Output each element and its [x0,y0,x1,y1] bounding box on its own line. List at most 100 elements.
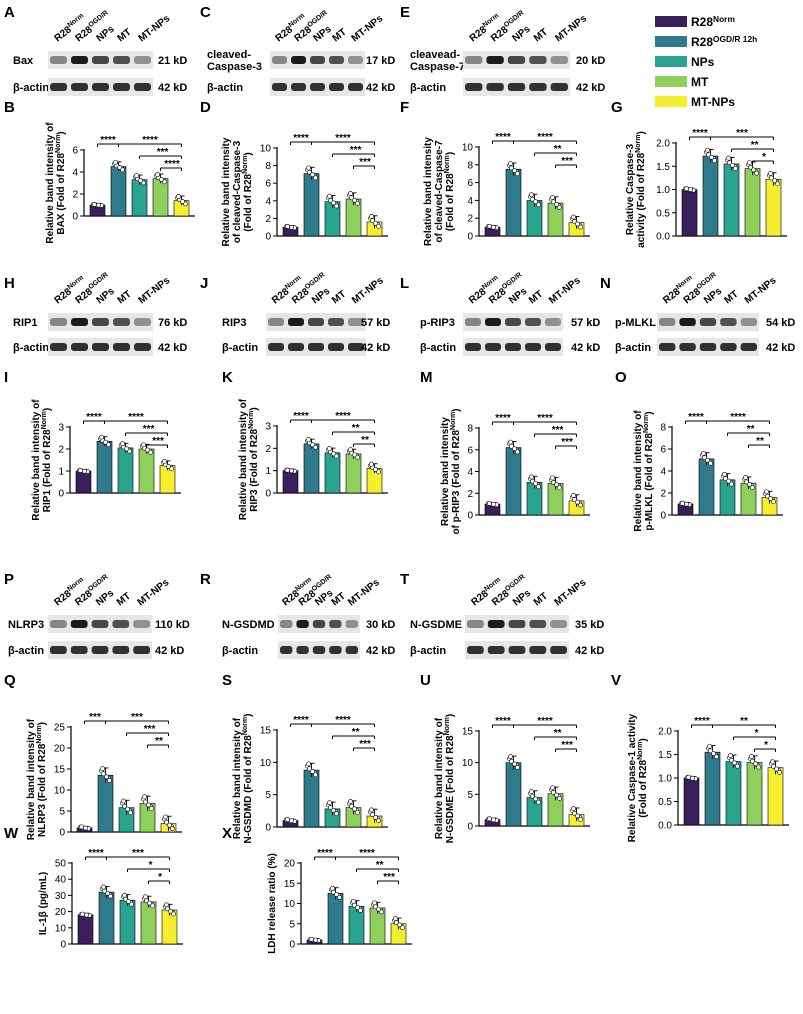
blot-row-label: RIP3 [222,317,246,329]
data-point [138,178,143,184]
data-point [373,220,378,226]
y-tick-label: 0 [58,489,64,500]
legend-layer: R28Norm R28OGD/R 12h NPs MT MT-NPs [655,14,757,109]
significance-bracket: **** [706,412,770,424]
blot-band [272,56,287,64]
blot-row-label: p-MLKL [615,317,656,329]
lane-label: NPs [507,285,529,306]
y-tick-label: 2 [265,214,271,225]
y-tick-label: 3 [265,422,271,433]
y-tick-label: 3 [58,423,64,434]
data-point [690,775,695,781]
blot-band [71,56,88,64]
data-point [124,446,129,452]
chart-panel-q: Q 0 5 10 15 20 25 Relative band intensity of NLR… [4,672,182,840]
significance-bracket: ** [353,435,375,447]
significance-bracket: *** [146,436,168,448]
blot-band [50,318,67,326]
data-point [571,214,576,220]
significance-label: ** [352,727,360,738]
significance-label: ** [751,140,759,151]
blot-band [699,343,717,351]
blot-row-label: β-actin [8,645,44,657]
lane-label: MT [115,591,133,609]
legend-label: R28OGD/R 12h [691,34,757,49]
data-point [334,811,339,817]
bar [97,774,114,833]
data-point [572,810,577,816]
y-tick-label: 4 [467,196,473,207]
bar [725,761,742,826]
significance-bracket: ** [731,140,774,152]
y-tick-label: 0 [265,489,271,500]
blot-band [50,56,67,64]
y-axis-label: IL-1β (pg/mL) [38,872,49,935]
kd-label: 42 kD [766,342,795,354]
y-tick-label: 6 [265,179,271,190]
bar [282,470,299,494]
data-point [533,481,538,486]
data-point [686,774,691,780]
bar [110,166,127,217]
data-point [149,806,154,811]
panel-letter: K [222,369,233,386]
data-point [334,892,339,897]
data-point [491,224,496,230]
significance-bracket: ** [332,423,375,435]
blot-band [92,318,109,326]
blot-band [699,318,717,326]
data-point [575,813,580,819]
data-point [708,748,713,754]
panel-letter: A [4,4,15,21]
significance-label: **** [335,715,351,726]
significance-label: *** [89,712,101,723]
kd-label: 76 kD [158,317,187,329]
data-point [307,169,312,175]
data-point [768,171,773,176]
significance-bracket: * [752,152,774,164]
data-point [134,173,139,178]
data-point [306,165,311,171]
data-point [122,892,127,898]
data-point [327,800,332,806]
blot-row-label: N-GSDMD [222,619,275,631]
data-point [289,468,294,474]
y-tick-label: 0 [265,232,271,243]
data-point [572,219,577,224]
y-tick-label: 15 [462,727,474,738]
data-point [355,809,360,815]
blot-band [679,318,696,326]
y-tick-label: 6 [72,146,78,157]
legend-item: R28Norm [655,14,735,29]
data-point [512,761,517,767]
significance-bracket: **** [311,411,375,423]
data-point [578,816,583,822]
blot-row-label: β-actin [13,342,49,354]
data-point [101,884,106,890]
significance-label: **** [537,132,553,143]
data-point [92,202,97,207]
data-point [751,167,756,173]
blot-band [550,646,567,654]
blot-band [529,83,547,91]
y-tick-label: 4 [660,467,666,478]
significance-bracket: *** [353,739,375,751]
lane-label: MT [331,27,349,45]
data-point [749,754,754,759]
blot-band [740,343,757,351]
data-point [108,893,113,899]
data-point [105,890,110,896]
data-point [705,147,710,153]
lane-label: MT-NPs [743,275,779,307]
data-point [487,223,492,229]
significance-label: *** [359,739,371,750]
legend-swatch [655,76,687,87]
lane-label: NPs [511,23,533,44]
data-point [774,766,779,772]
y-axis-label: Relative band intensity of [633,410,644,532]
data-point [376,223,381,229]
